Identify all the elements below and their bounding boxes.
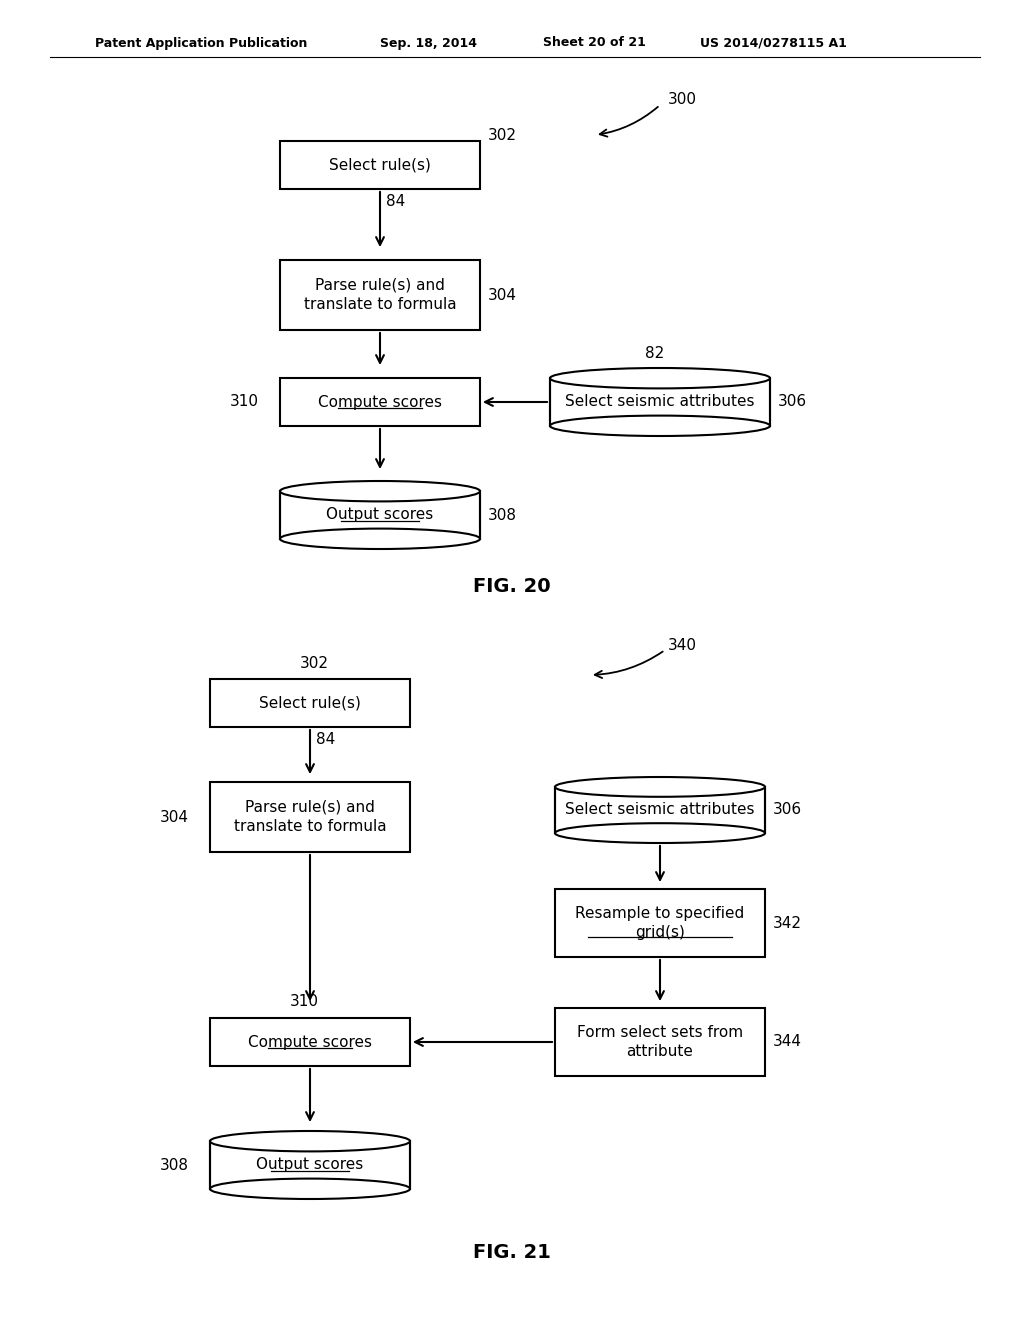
Text: 300: 300 <box>668 92 697 107</box>
Ellipse shape <box>210 1131 410 1151</box>
Bar <box>555 888 765 957</box>
Text: Sheet 20 of 21: Sheet 20 of 21 <box>543 37 646 49</box>
Bar <box>280 141 480 189</box>
Text: Sep. 18, 2014: Sep. 18, 2014 <box>380 37 477 49</box>
Text: 308: 308 <box>488 507 517 523</box>
Text: Select seismic attributes: Select seismic attributes <box>565 803 755 817</box>
Ellipse shape <box>555 777 765 797</box>
Text: 340: 340 <box>668 638 697 652</box>
Text: 82: 82 <box>645 346 665 362</box>
Text: 306: 306 <box>778 395 807 409</box>
Text: Compute scores: Compute scores <box>248 1035 372 1049</box>
Bar <box>555 787 765 833</box>
Text: 304: 304 <box>488 288 517 302</box>
Text: US 2014/0278115 A1: US 2014/0278115 A1 <box>700 37 847 49</box>
Text: 84: 84 <box>316 731 335 747</box>
Bar <box>550 379 770 426</box>
Ellipse shape <box>555 824 765 843</box>
Text: 344: 344 <box>773 1035 802 1049</box>
Text: Form select sets from
attribute: Form select sets from attribute <box>577 1024 743 1060</box>
Text: Select rule(s): Select rule(s) <box>259 696 360 710</box>
Bar <box>210 1018 410 1067</box>
Ellipse shape <box>550 368 770 388</box>
Text: Parse rule(s) and
translate to formula: Parse rule(s) and translate to formula <box>304 277 457 313</box>
Text: 310: 310 <box>230 395 259 409</box>
Text: FIG. 20: FIG. 20 <box>473 578 551 597</box>
Ellipse shape <box>280 528 480 549</box>
Text: 84: 84 <box>386 194 406 209</box>
Text: Compute scores: Compute scores <box>318 395 442 409</box>
Text: Select rule(s): Select rule(s) <box>329 157 431 173</box>
Text: Output scores: Output scores <box>256 1158 364 1172</box>
Text: Resample to specified
grid(s): Resample to specified grid(s) <box>575 906 744 940</box>
Text: 306: 306 <box>773 803 802 817</box>
Bar <box>210 781 410 851</box>
Text: Select seismic attributes: Select seismic attributes <box>565 395 755 409</box>
Bar <box>280 378 480 426</box>
Text: Output scores: Output scores <box>327 507 433 523</box>
Text: FIG. 21: FIG. 21 <box>473 1242 551 1262</box>
Text: 302: 302 <box>300 656 329 671</box>
Ellipse shape <box>280 480 480 502</box>
Bar <box>555 1008 765 1076</box>
Ellipse shape <box>210 1179 410 1199</box>
Bar <box>280 491 480 539</box>
Text: 342: 342 <box>773 916 802 931</box>
Bar <box>210 678 410 727</box>
Text: 304: 304 <box>160 809 189 825</box>
Text: 302: 302 <box>488 128 517 144</box>
Bar <box>280 260 480 330</box>
Text: 310: 310 <box>290 994 319 1010</box>
Text: Patent Application Publication: Patent Application Publication <box>95 37 307 49</box>
Ellipse shape <box>550 416 770 436</box>
Text: Parse rule(s) and
translate to formula: Parse rule(s) and translate to formula <box>233 800 386 834</box>
Bar <box>210 1142 410 1189</box>
Text: 308: 308 <box>160 1158 189 1172</box>
